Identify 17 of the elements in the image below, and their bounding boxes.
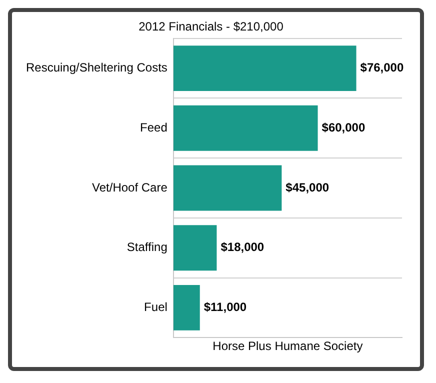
bar <box>173 165 282 211</box>
data-label: $18,000 <box>220 240 264 254</box>
bar <box>173 105 318 151</box>
bar <box>173 46 356 92</box>
y-tick-label: Feed <box>140 120 168 134</box>
data-label: $76,000 <box>360 60 404 75</box>
data-label: $60,000 <box>322 120 366 134</box>
y-tick-label: Vet/Hoof Care <box>92 180 168 194</box>
data-label: $45,000 <box>286 180 330 194</box>
x-axis-title: Horse Plus Humane Society <box>212 339 363 354</box>
bar <box>173 225 217 271</box>
y-tick-label: Rescuing/Sheltering Costs <box>26 60 168 75</box>
chart-title: 2012 Financials - $210,000 <box>138 20 284 34</box>
y-tick-label: Fuel <box>144 300 168 314</box>
y-tick-label: Staffing <box>126 240 168 254</box>
data-label: $11,000 <box>204 300 247 314</box>
bar <box>173 284 200 330</box>
